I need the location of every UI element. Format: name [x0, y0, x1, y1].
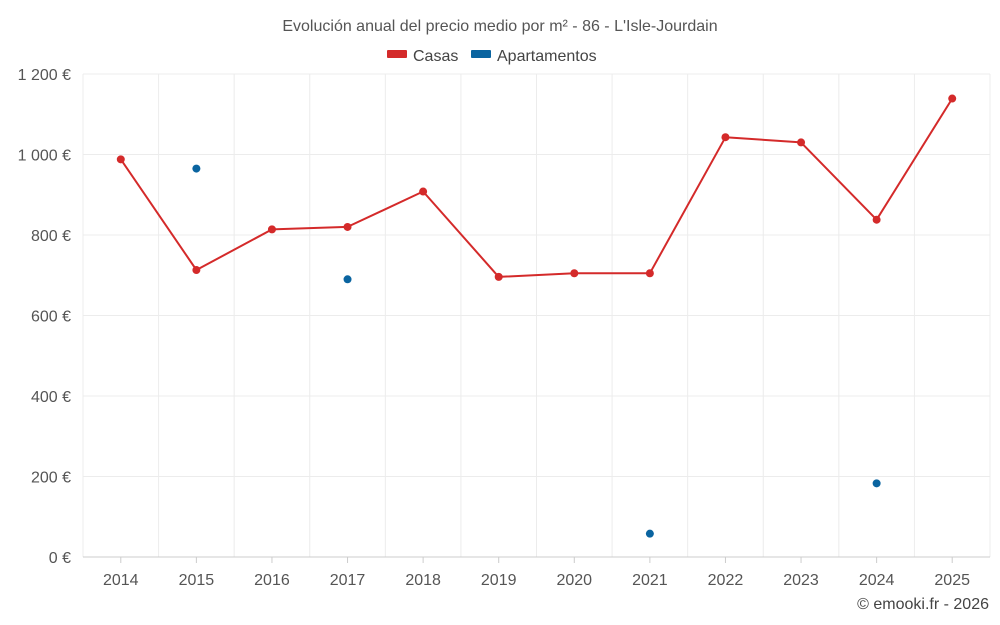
- y-tick-label: 200 €: [31, 470, 71, 487]
- data-point-casas[interactable]: [494, 272, 503, 281]
- x-tick-label: 2015: [179, 572, 215, 589]
- data-point-casas[interactable]: [267, 225, 276, 234]
- data-point-casas[interactable]: [872, 215, 881, 224]
- data-point-casas[interactable]: [645, 269, 654, 278]
- x-axis-ticks: 2014 2015 2016 2017 2018 2019 2020 2021 2022 2023…: [103, 557, 970, 589]
- credit-text: © emooki.fr - 2026: [857, 596, 989, 613]
- data-point-casas[interactable]: [419, 187, 428, 196]
- data-point-casas[interactable]: [721, 133, 730, 142]
- x-tick-label: 2025: [934, 572, 970, 589]
- data-point-casas[interactable]: [116, 155, 125, 164]
- data-point-casas[interactable]: [343, 222, 352, 231]
- x-tick-label: 2014: [103, 572, 139, 589]
- x-gridlines: [82, 74, 991, 557]
- series-apartamentos: [192, 164, 881, 538]
- x-tick-label: 2024: [859, 572, 895, 589]
- legend-swatch-casas: [387, 50, 407, 58]
- x-tick-label: 2018: [405, 572, 441, 589]
- series-line-casas: [119, 98, 954, 278]
- data-point-casas[interactable]: [570, 269, 579, 278]
- x-tick-label: 2022: [708, 572, 744, 589]
- data-point-casas[interactable]: [948, 94, 957, 103]
- x-tick-label: 2021: [632, 572, 668, 589]
- legend: Casas Apartamentos: [387, 48, 597, 65]
- y-axis-ticks: 0 € 200 € 400 € 600 € 800 € 1 000 € 1 200 €: [18, 67, 71, 567]
- y-tick-label: 1 200 €: [18, 67, 71, 84]
- x-tick-label: 2023: [783, 572, 819, 589]
- legend-swatch-apartamentos: [471, 50, 491, 58]
- y-tick-label: 0 €: [49, 550, 71, 567]
- y-tick-label: 1 000 €: [18, 148, 71, 165]
- series-casas: [116, 94, 957, 281]
- y-tick-label: 400 €: [31, 389, 71, 406]
- data-point-apartamentos[interactable]: [192, 164, 201, 173]
- data-point-apartamentos[interactable]: [872, 479, 881, 488]
- x-tick-label: 2016: [254, 572, 290, 589]
- legend-item-casas[interactable]: Casas: [387, 48, 458, 65]
- x-tick-label: 2020: [556, 572, 592, 589]
- x-tick-label: 2017: [330, 572, 366, 589]
- data-point-casas[interactable]: [192, 266, 201, 275]
- data-point-casas[interactable]: [797, 138, 806, 147]
- x-tick-label: 2019: [481, 572, 517, 589]
- data-point-apartamentos[interactable]: [645, 529, 654, 538]
- y-tick-label: 800 €: [31, 228, 71, 245]
- y-tick-label: 600 €: [31, 309, 71, 326]
- chart-title: Evolución anual del precio medio por m² …: [282, 18, 717, 35]
- data-point-apartamentos[interactable]: [343, 275, 352, 284]
- legend-label-apartamentos: Apartamentos: [497, 48, 597, 65]
- legend-label-casas: Casas: [413, 48, 458, 65]
- legend-item-apartamentos[interactable]: Apartamentos: [471, 48, 597, 65]
